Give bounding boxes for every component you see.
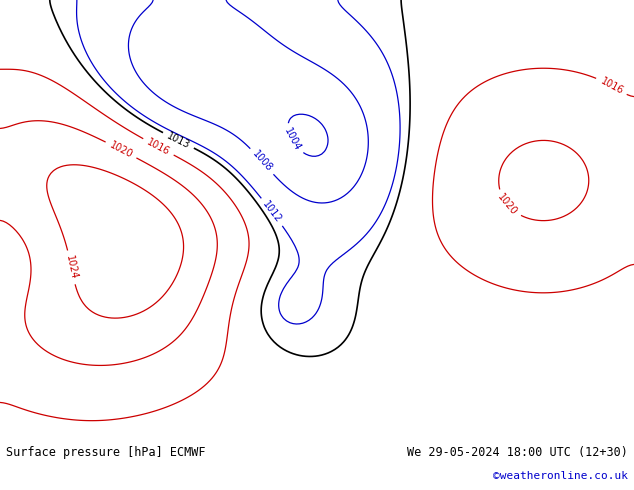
Text: 1016: 1016 (598, 75, 625, 96)
Text: 1012: 1012 (261, 199, 283, 225)
Text: 1024: 1024 (64, 254, 79, 280)
Text: ©weatheronline.co.uk: ©weatheronline.co.uk (493, 471, 628, 481)
Text: 1004: 1004 (282, 126, 302, 153)
Text: Surface pressure [hPa] ECMWF: Surface pressure [hPa] ECMWF (6, 446, 206, 459)
Text: 1020: 1020 (496, 192, 519, 218)
Text: 1020: 1020 (108, 140, 134, 160)
Text: 1008: 1008 (250, 149, 274, 174)
Text: 1016: 1016 (145, 137, 172, 157)
Text: 1013: 1013 (165, 130, 191, 150)
Text: We 29-05-2024 18:00 UTC (12+30): We 29-05-2024 18:00 UTC (12+30) (407, 446, 628, 459)
